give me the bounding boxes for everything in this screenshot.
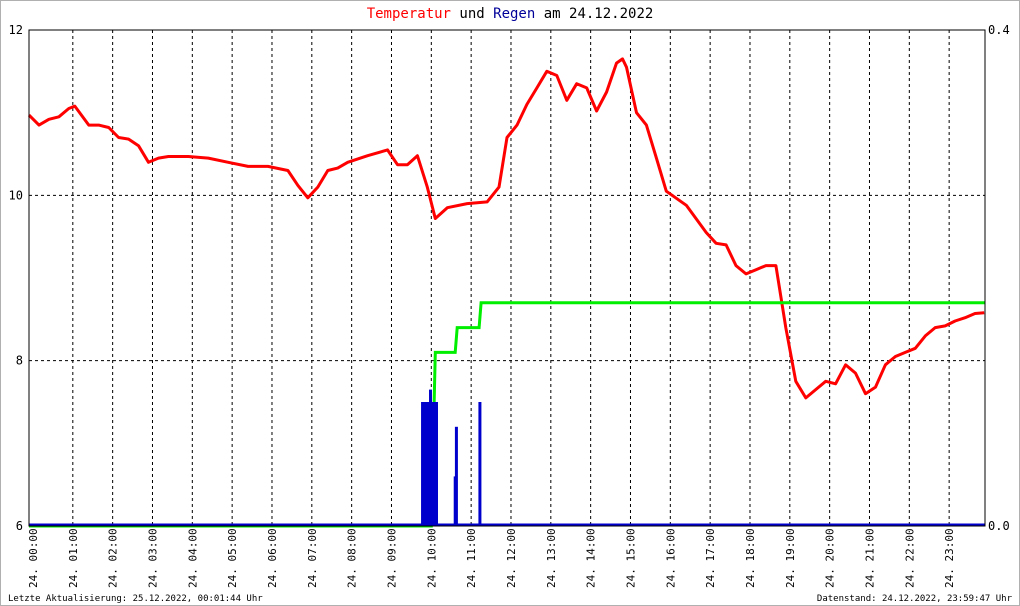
- x-tick-label: 24. 13:00: [545, 528, 558, 588]
- x-tick-label: 24. 14:00: [585, 528, 598, 588]
- x-tick-label: 24. 17:00: [704, 528, 717, 588]
- series-layer: [27, 57, 985, 528]
- rain-bar: [434, 402, 438, 526]
- y-left-tick-label: 8: [16, 354, 23, 368]
- title-temperature: Temperatur: [367, 6, 451, 22]
- x-tick-label: 24. 22:00: [903, 528, 916, 588]
- x-tick-label: 24. 18:00: [744, 528, 757, 588]
- x-tick-label: 24. 16:00: [664, 528, 677, 588]
- rain-sum-line: [29, 301, 985, 528]
- footer-data-status: Datenstand: 24.12.2022, 23:59:47 Uhr: [817, 594, 1013, 604]
- x-tick-label: 24. 19:00: [784, 528, 797, 588]
- rain-bar: [427, 402, 431, 526]
- rain-bar: [423, 402, 427, 526]
- x-tick-label: 24. 05:00: [226, 528, 239, 588]
- y-right-tick-label: 0.0: [988, 519, 1010, 533]
- x-tick-label: 24. 21:00: [863, 528, 876, 588]
- rain-bar: [478, 402, 482, 526]
- x-tick-label: 24. 11:00: [465, 528, 478, 588]
- y-left-tick-label: 6: [16, 519, 23, 533]
- rain-bar: [433, 402, 437, 526]
- grid: [29, 30, 985, 526]
- x-tick-label: 24. 09:00: [385, 528, 398, 588]
- x-tick-label: 24. 15:00: [624, 528, 637, 588]
- title-date: am 24.12.2022: [535, 6, 653, 22]
- x-tick-label: 24. 06:00: [266, 528, 279, 588]
- rain-bar: [425, 402, 429, 526]
- x-tick-label: 24. 23:00: [943, 528, 956, 588]
- x-tick-label: 24. 01:00: [67, 528, 80, 588]
- rain-bar: [421, 402, 425, 526]
- title-regen: Regen: [493, 6, 535, 22]
- rain-bar: [429, 389, 433, 526]
- y-right-tick-label: 0.4: [988, 23, 1010, 37]
- y-left-tick-label: 10: [9, 188, 23, 202]
- footer-last-update: Letzte Aktualisierung: 25.12.2022, 00:01…: [8, 594, 263, 604]
- rain-bar: [431, 402, 435, 526]
- x-tick-label: 24. 08:00: [346, 528, 359, 588]
- x-tick-label: 24. 03:00: [146, 528, 159, 588]
- x-tick-label: 24. 10:00: [425, 528, 438, 588]
- chart-title: Temperatur und Regen am 24.12.2022: [367, 6, 654, 22]
- rain-bar: [454, 426, 458, 526]
- x-tick-label: 24. 07:00: [306, 528, 319, 588]
- y-left-tick-label: 12: [9, 23, 23, 37]
- x-tick-label: 24. 04:00: [186, 528, 199, 588]
- axes: 24. 00:00 24. 01:00 24. 02:00 24. 03:00 24. …: [9, 23, 1010, 588]
- x-tick-label: 24. 20:00: [824, 528, 837, 588]
- x-tick-label: 24. 00:00: [27, 528, 40, 588]
- x-tick-label: 24. 02:00: [107, 528, 120, 588]
- x-tick-label: 24. 12:00: [505, 528, 518, 588]
- plot-border: [28, 29, 986, 527]
- title-und: und: [451, 6, 493, 22]
- temperature-line: [27, 57, 985, 400]
